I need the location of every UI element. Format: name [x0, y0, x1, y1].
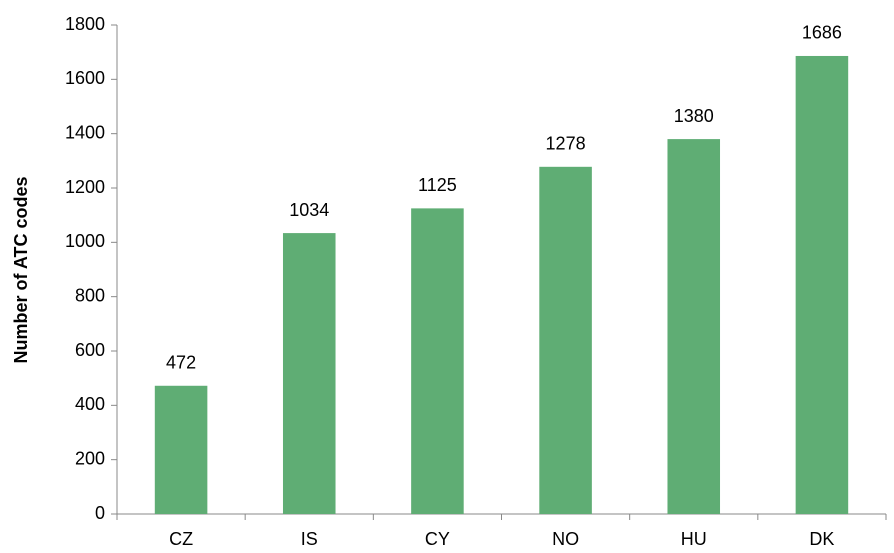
y-tick-label: 1000 — [65, 231, 105, 251]
y-tick-label: 1600 — [65, 68, 105, 88]
y-axis-label: Number of ATC codes — [11, 176, 31, 363]
y-tick-label: 600 — [75, 340, 105, 360]
y-tick-label: 0 — [95, 503, 105, 523]
y-tick-label: 400 — [75, 394, 105, 414]
x-tick-label: CZ — [169, 529, 193, 549]
bar — [411, 208, 464, 514]
bar — [795, 55, 849, 514]
x-tick-label: NO — [552, 529, 579, 549]
y-tick-label: 1400 — [65, 122, 105, 142]
y-tick-label: 1800 — [65, 14, 105, 34]
x-tick-label: DK — [809, 529, 834, 549]
bar — [282, 233, 336, 514]
value-label: 1125 — [418, 175, 457, 195]
value-label: 1686 — [802, 23, 842, 43]
y-tick-label: 800 — [75, 285, 105, 305]
y-tick-label: 200 — [75, 448, 105, 468]
x-tick-label: CY — [425, 529, 450, 549]
x-tick-label: IS — [301, 529, 318, 549]
value-label: 472 — [166, 353, 196, 373]
value-label: 1034 — [289, 200, 329, 220]
value-label: 1278 — [546, 134, 586, 154]
bar — [667, 139, 721, 514]
y-tick-label: 1200 — [65, 177, 105, 197]
x-tick-label: HU — [681, 529, 707, 549]
bar — [154, 385, 208, 514]
value-label: 1380 — [674, 106, 714, 126]
bar — [539, 166, 592, 514]
